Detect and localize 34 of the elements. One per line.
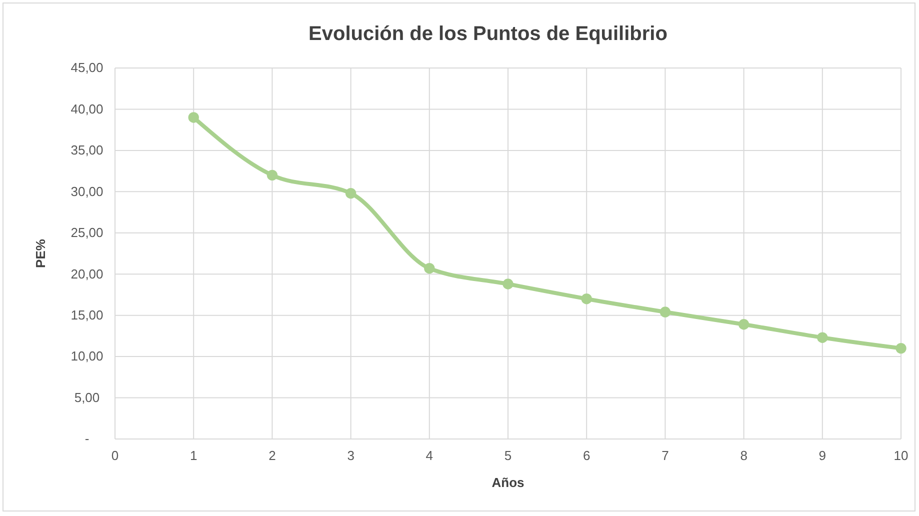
x-tick-label: 0 [111,448,119,464]
point [502,278,514,290]
point [581,294,592,304]
point [738,319,750,330]
point [660,306,671,318]
y-tick-label: 5,00 [74,390,100,405]
y-tick-label: 10,00 [70,348,104,364]
x-tick-label: 8 [740,448,748,464]
x-tick-label: 6 [582,448,590,464]
y-tick-label: 35,00 [70,142,104,158]
y-tick-label: 40,00 [70,101,104,116]
y-tick-label: 25,00 [70,225,104,240]
point [896,342,906,354]
chart-title: Evolución de los Puntos de Equilibrio [308,23,668,45]
y-tick-label: - [84,431,90,446]
y-tick-label: 15,00 [70,307,104,322]
x-tick-label: 7 [662,448,669,464]
x-tick-label: 9 [818,448,826,464]
point [266,170,278,181]
y-tick-label: 30,00 [70,184,104,199]
point [188,112,199,123]
point [817,332,828,343]
y-tick-label: 45,00 [70,60,104,76]
x-tick-label: 10 [894,448,908,464]
x-tick-label: 2 [268,448,276,464]
x-axis-title: Años [492,475,524,490]
x-tick-label: 4 [426,448,434,464]
x-tick-label: 5 [504,448,512,464]
x-tick-label: 3 [347,448,354,464]
y-axis-title: PE% [33,238,48,268]
point [424,263,435,274]
y-tick-label: 20,00 [70,266,104,282]
x-tick-label: 1 [190,448,198,464]
point [345,188,356,199]
